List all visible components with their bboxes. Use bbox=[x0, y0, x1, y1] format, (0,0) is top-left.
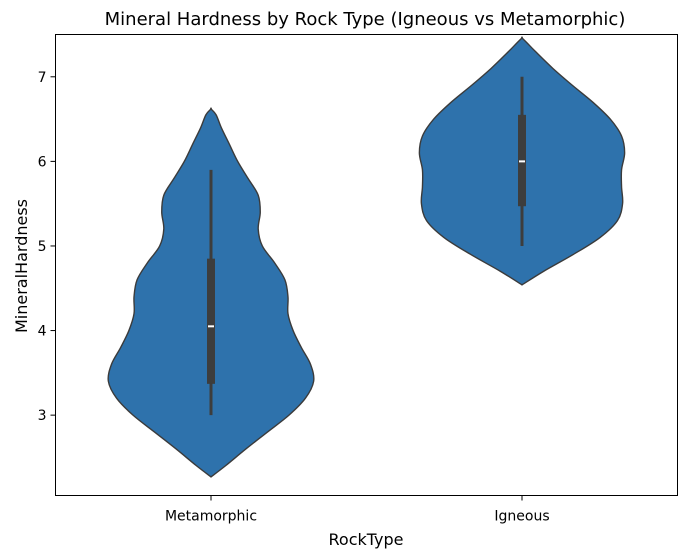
iqr-box-metamorphic bbox=[207, 258, 215, 384]
plot-area bbox=[107, 36, 626, 478]
median-marker-igneous bbox=[519, 160, 525, 163]
x-tick-label-metamorphic: Metamorphic bbox=[165, 509, 257, 525]
median-marker-metamorphic bbox=[208, 325, 214, 328]
y-axis-label: MineralHardness bbox=[12, 199, 31, 333]
x-axis-label: RockType bbox=[329, 530, 404, 549]
x-tick-label-igneous: Igneous bbox=[494, 509, 549, 525]
plot-frame bbox=[55, 34, 678, 496]
y-tick-label-7: 7 bbox=[38, 70, 47, 86]
chart-title: Mineral Hardness by Rock Type (Igneous v… bbox=[105, 9, 626, 30]
x-axis: Metamorphic Igneous bbox=[165, 495, 550, 525]
y-tick-label-5: 5 bbox=[38, 239, 47, 255]
y-axis: 3 4 5 6 7 bbox=[38, 70, 56, 424]
y-tick-label-4: 4 bbox=[38, 324, 47, 340]
y-tick-label-6: 6 bbox=[38, 154, 47, 170]
y-tick-label-3: 3 bbox=[38, 408, 47, 424]
